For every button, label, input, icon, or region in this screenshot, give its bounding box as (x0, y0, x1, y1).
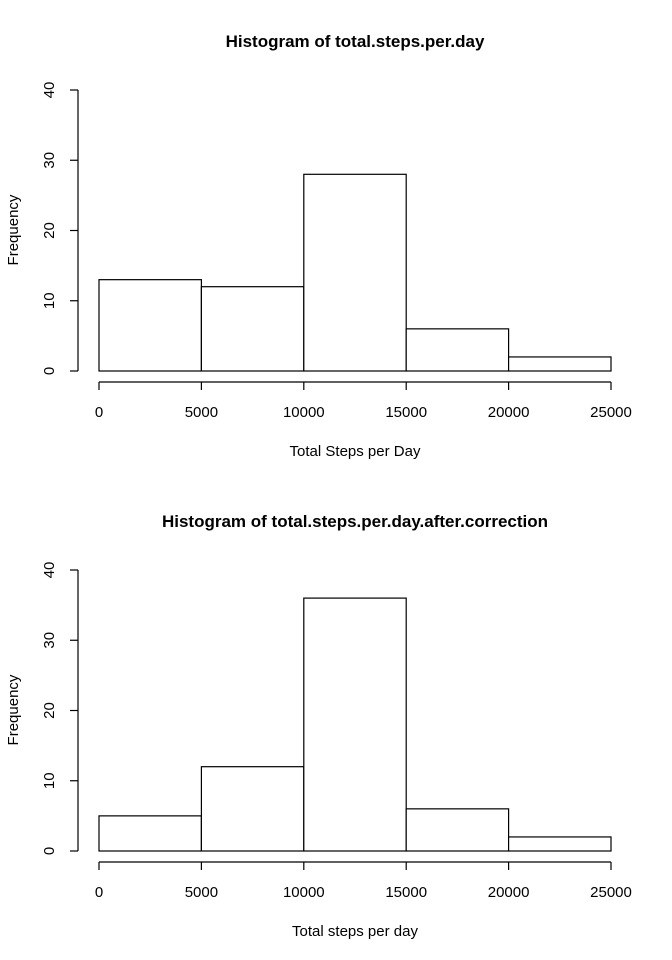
x-tick-label: 0 (95, 884, 103, 901)
bar (98, 815, 203, 852)
y-tick-label: 10 (41, 292, 58, 309)
x-tick-label: 15000 (385, 404, 427, 421)
bar (98, 279, 203, 372)
histogram-2: Histogram of total.steps.per.day.after.c… (5, 512, 632, 940)
x-tick-label: 25000 (590, 884, 632, 901)
x-tick-label: 10000 (283, 404, 325, 421)
x-axis-label: Total Steps per Day (290, 443, 421, 460)
bar (508, 356, 612, 372)
bar (405, 328, 510, 372)
x-tick-label: 0 (95, 404, 103, 421)
chart-title: Histogram of total.steps.per.day.after.c… (162, 512, 548, 531)
y-tick-label: 40 (41, 82, 58, 99)
bar (405, 808, 510, 852)
y-axis: 0 10 20 30 40 (41, 82, 79, 375)
y-tick-label: 20 (41, 702, 58, 719)
chart-title: Histogram of total.steps.per.day (226, 32, 485, 51)
y-tick-label: 30 (41, 632, 58, 649)
x-tick-label: 25000 (590, 404, 632, 421)
x-axis: 0 5000 10000 15000 20000 25000 (95, 861, 632, 901)
y-tick-label: 0 (41, 367, 58, 375)
y-axis-label: Frequency (5, 674, 22, 745)
bar (200, 766, 305, 852)
x-tick-label: 15000 (385, 884, 427, 901)
y-tick-label: 10 (41, 772, 58, 789)
y-tick-label: 20 (41, 222, 58, 239)
y-tick-label: 30 (41, 152, 58, 169)
y-tick-label: 40 (41, 562, 58, 579)
histogram-1: Histogram of total.steps.per.day Total S… (5, 32, 632, 460)
x-tick-label: 10000 (283, 884, 325, 901)
bar (508, 836, 612, 852)
bars (98, 173, 612, 372)
bar (303, 173, 407, 372)
x-tick-label: 20000 (488, 884, 530, 901)
x-tick-label: 5000 (185, 404, 218, 421)
bars (98, 597, 612, 852)
x-tick-label: 20000 (488, 404, 530, 421)
bar (303, 597, 407, 852)
y-axis-label: Frequency (5, 194, 22, 265)
x-axis-label: Total steps per day (292, 923, 418, 940)
y-tick-label: 0 (41, 847, 58, 855)
x-tick-label: 5000 (185, 884, 218, 901)
x-axis: 0 5000 10000 15000 20000 25000 (95, 381, 632, 421)
bar (200, 286, 305, 372)
y-axis: 0 10 20 30 40 (41, 562, 79, 855)
